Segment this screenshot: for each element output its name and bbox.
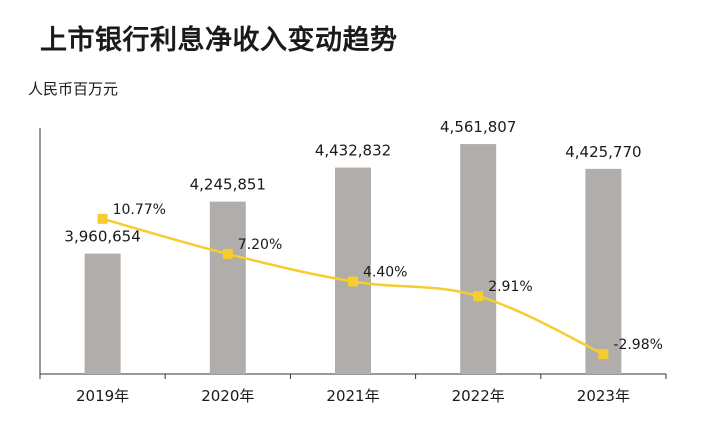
- bar-value-label: 4,432,832: [315, 142, 391, 160]
- x-tick-label: 2020年: [201, 387, 254, 405]
- bar-value-label: 4,425,770: [565, 143, 641, 161]
- bar-2023年: [585, 168, 622, 374]
- bar-labels: 3,960,654 4,245,851 4,432,832 4,561,807 4,42…: [64, 118, 641, 246]
- bar-2021年: [335, 167, 371, 374]
- x-tick-label: 2022年: [452, 387, 505, 405]
- x-tick-labels: 2019年 2020年 2021年 2022年 2023年: [76, 387, 630, 405]
- bar-2020年: [209, 201, 246, 374]
- bar-value-label: 4,561,807: [440, 118, 516, 136]
- unit-label: 人民币百万元: [28, 80, 119, 98]
- growth-rate-marker: [598, 349, 609, 360]
- bar-2019年: [84, 253, 121, 374]
- growth-rate-marker: [97, 213, 108, 224]
- growth-rate-marker: [348, 276, 358, 287]
- bar-value-label: 3,960,654: [64, 228, 140, 246]
- growth-rate-label: 10.77%: [113, 202, 166, 218]
- x-tick-label: 2019年: [76, 387, 129, 405]
- chart-title: 上市银行利息净收入变动趋势: [40, 25, 398, 56]
- growth-rate-label: 2.91%: [488, 279, 532, 295]
- x-tick-label: 2021年: [326, 387, 379, 405]
- growth-rate-marker: [473, 291, 484, 302]
- growth-rate-label: -2.98%: [613, 337, 663, 353]
- bar-value-label: 4,245,851: [190, 176, 266, 194]
- growth-rate-label: 7.20%: [238, 237, 282, 253]
- growth-rate-label: 4.40%: [363, 265, 407, 281]
- x-tick-label: 2023年: [577, 387, 630, 405]
- line-labels: 10.77% 7.20% 4.40% 2.91% -2.98%: [113, 202, 663, 353]
- bar-series: [84, 144, 622, 374]
- line-series: [97, 213, 609, 360]
- growth-rate-marker: [222, 248, 233, 259]
- bar-2022年: [460, 144, 497, 374]
